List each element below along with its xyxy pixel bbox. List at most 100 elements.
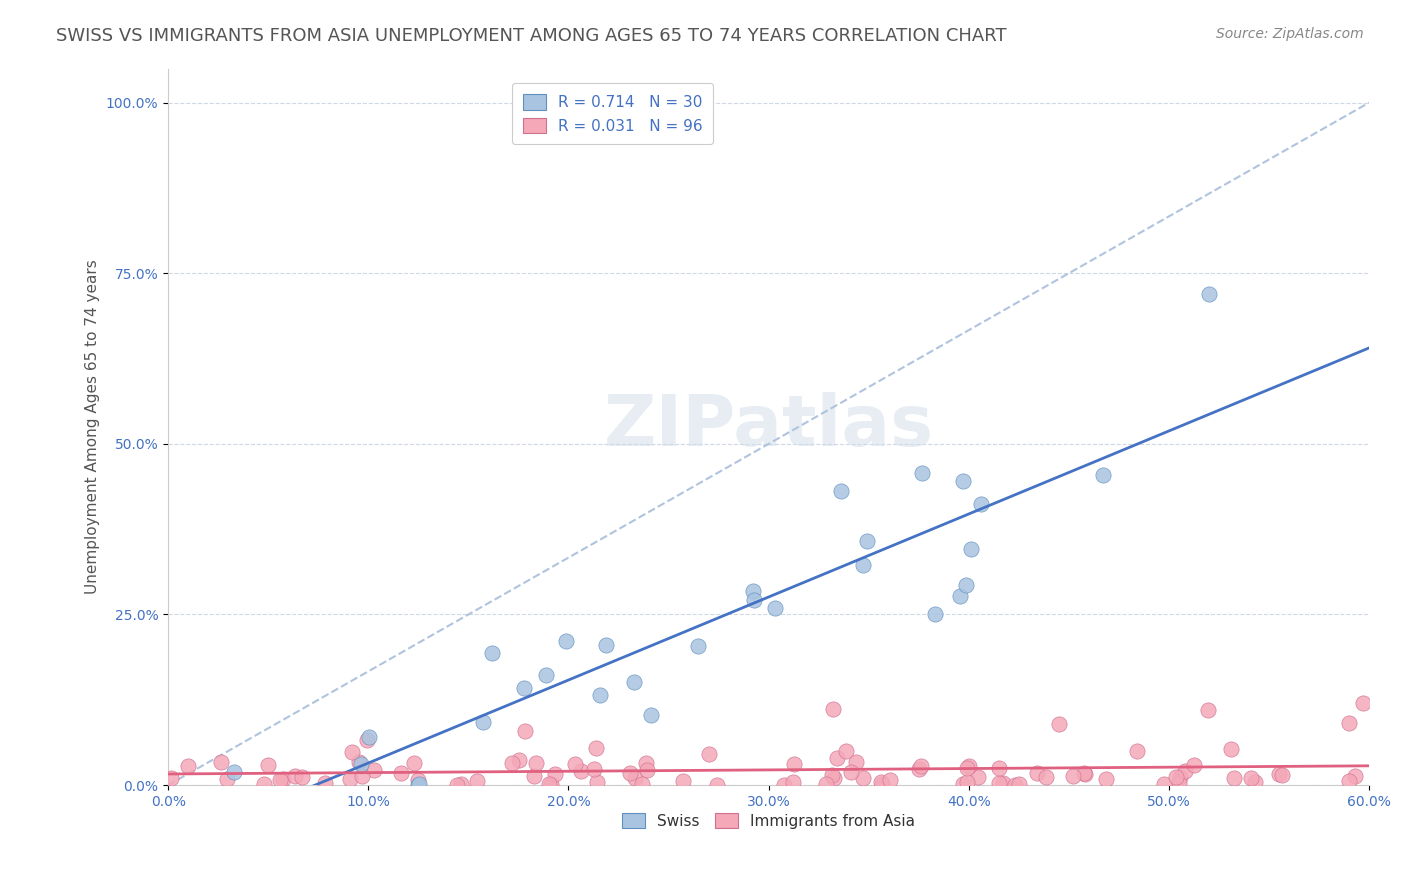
Immigrants from Asia [585, 741, 607, 756]
Immigrants from Asia [1174, 764, 1197, 778]
Immigrants from Asia [869, 775, 891, 789]
Immigrants from Asia [852, 771, 875, 785]
Immigrants from Asia [952, 777, 974, 791]
Immigrants from Asia [356, 733, 378, 747]
Immigrants from Asia [814, 777, 837, 791]
Immigrants from Asia [523, 769, 546, 783]
Immigrants from Asia [176, 759, 198, 773]
Swiss [406, 778, 429, 792]
Immigrants from Asia [907, 762, 929, 776]
Immigrants from Asia [993, 776, 1015, 790]
Immigrants from Asia [1047, 717, 1070, 731]
Swiss [959, 542, 981, 557]
Immigrants from Asia [524, 756, 547, 771]
Immigrants from Asia [987, 761, 1010, 775]
Immigrants from Asia [1025, 766, 1047, 780]
Immigrants from Asia [1268, 767, 1291, 781]
Immigrants from Asia [636, 756, 658, 770]
Immigrants from Asia [1004, 778, 1026, 792]
Swiss [969, 497, 991, 511]
Immigrants from Asia [501, 756, 523, 771]
Immigrants from Asia [340, 745, 363, 759]
Immigrants from Asia [1074, 766, 1097, 780]
Immigrants from Asia [215, 772, 238, 786]
Immigrants from Asia [1164, 770, 1187, 784]
Swiss [359, 730, 381, 744]
Immigrants from Asia [988, 776, 1011, 790]
Immigrants from Asia [671, 774, 693, 789]
Immigrants from Asia [845, 755, 868, 769]
Immigrants from Asia [1168, 770, 1191, 784]
Swiss [555, 633, 578, 648]
Immigrants from Asia [347, 755, 370, 769]
Immigrants from Asia [1126, 744, 1149, 758]
Swiss [952, 475, 974, 489]
Immigrants from Asia [508, 753, 530, 767]
Immigrants from Asia [624, 771, 647, 785]
Immigrants from Asia [540, 777, 562, 791]
Immigrants from Asia [586, 775, 609, 789]
Immigrants from Asia [257, 758, 280, 772]
Immigrants from Asia [773, 778, 796, 792]
Swiss [949, 589, 972, 603]
Immigrants from Asia [564, 756, 586, 771]
Swiss [222, 764, 245, 779]
Immigrants from Asia [450, 777, 472, 791]
Immigrants from Asia [271, 772, 294, 787]
Immigrants from Asia [339, 772, 361, 786]
Immigrants from Asia [706, 778, 728, 792]
Immigrants from Asia [821, 702, 844, 716]
Immigrants from Asia [1353, 696, 1375, 710]
Immigrants from Asia [391, 766, 413, 780]
Immigrants from Asia [314, 776, 336, 790]
Swiss [512, 681, 534, 696]
Immigrants from Asia [1095, 772, 1118, 787]
Swiss [640, 707, 662, 722]
Immigrants from Asia [1223, 771, 1246, 785]
Text: SWISS VS IMMIGRANTS FROM ASIA UNEMPLOYMENT AMONG AGES 65 TO 74 YEARS CORRELATION: SWISS VS IMMIGRANTS FROM ASIA UNEMPLOYME… [56, 27, 1007, 45]
Immigrants from Asia [1339, 716, 1361, 731]
Immigrants from Asia [955, 761, 977, 775]
Immigrants from Asia [910, 759, 932, 773]
Immigrants from Asia [537, 776, 560, 790]
Swiss [472, 714, 495, 729]
Immigrants from Asia [1271, 767, 1294, 781]
Immigrants from Asia [1220, 742, 1243, 756]
Immigrants from Asia [209, 756, 232, 770]
Immigrants from Asia [879, 772, 901, 787]
Immigrants from Asia [1167, 776, 1189, 790]
Immigrants from Asia [699, 747, 721, 762]
Swiss [855, 533, 877, 548]
Immigrants from Asia [569, 764, 592, 779]
Immigrants from Asia [363, 764, 385, 778]
Immigrants from Asia [350, 768, 373, 782]
Swiss [763, 601, 786, 615]
Immigrants from Asia [1339, 774, 1361, 789]
Immigrants from Asia [160, 771, 183, 785]
Immigrants from Asia [467, 774, 489, 789]
Immigrants from Asia [630, 777, 652, 791]
Immigrants from Asia [967, 770, 990, 784]
Immigrants from Asia [582, 762, 605, 776]
Swiss [1198, 286, 1220, 301]
Swiss [623, 675, 645, 690]
Swiss [852, 558, 875, 573]
Immigrants from Asia [1197, 703, 1219, 717]
Immigrants from Asia [1240, 771, 1263, 785]
Immigrants from Asia [1073, 766, 1095, 780]
Immigrants from Asia [820, 768, 842, 782]
Immigrants from Asia [291, 770, 314, 784]
Text: Source: ZipAtlas.com: Source: ZipAtlas.com [1216, 27, 1364, 41]
Immigrants from Asia [619, 766, 641, 780]
Swiss [350, 756, 373, 771]
Immigrants from Asia [835, 744, 858, 758]
Swiss [534, 667, 557, 681]
Immigrants from Asia [823, 771, 845, 785]
Immigrants from Asia [1035, 770, 1057, 784]
Immigrants from Asia [406, 772, 429, 787]
Immigrants from Asia [1008, 777, 1031, 791]
Immigrants from Asia [1153, 777, 1175, 791]
Immigrants from Asia [269, 773, 291, 788]
Swiss [955, 578, 977, 592]
Immigrants from Asia [636, 763, 658, 777]
